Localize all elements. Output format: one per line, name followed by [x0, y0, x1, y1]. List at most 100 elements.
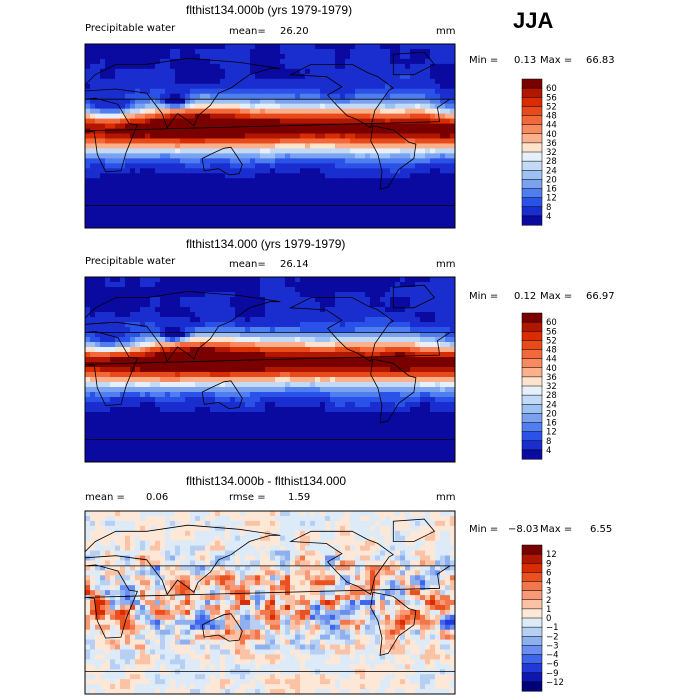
- colorbar-2-tick-label: 20: [546, 409, 557, 419]
- colorbar-1-tick-label: 4: [546, 212, 551, 222]
- colorbar-2-tick-label: 48: [546, 346, 557, 356]
- colorbar-3-swatch: [521, 663, 543, 674]
- colorbar-3-swatch: [521, 563, 543, 573]
- colorbar-3-swatch: [521, 581, 543, 592]
- colorbar-3-swatch: [521, 608, 543, 619]
- panel-1-title: flthist134.000b (yrs 1979-1979): [186, 3, 353, 17]
- colorbar-2-tick-label: 12: [546, 428, 557, 438]
- colorbar-3-tick-label: 4: [546, 578, 551, 588]
- panel-3-mean-label: mean =: [85, 492, 125, 503]
- colorbar-1-swatch: [521, 87, 543, 98]
- colorbar-1-swatch: [521, 160, 543, 171]
- panel-1-units: mm: [436, 26, 456, 37]
- colorbar-2-tick-label: 60: [546, 318, 557, 328]
- colorbar-3-tick-label: 12: [546, 550, 557, 560]
- colorbar-1-tick-label: 56: [546, 93, 557, 103]
- map-frame-1: [84, 43, 456, 229]
- coastlines-2: [85, 284, 455, 440]
- panel-3-rmse-value: 1.59: [288, 492, 311, 503]
- panel-1-max-label: Max =: [540, 55, 573, 66]
- colorbar-2-swatch: [521, 413, 543, 424]
- colorbar-2-swatch: [521, 358, 543, 369]
- colorbar-1-swatch: [521, 179, 543, 190]
- panel-3-min-label: Min =: [469, 524, 499, 535]
- colorbar-3-tick-label: 3: [546, 587, 551, 597]
- panel-2-title: flthist134.000 (yrs 1979-1979): [186, 237, 346, 251]
- map-frame-2: [84, 276, 456, 463]
- colorbar-2-swatch: [521, 385, 543, 396]
- colorbar-3-swatch: [521, 672, 543, 683]
- panel-2-max-value: 66.97: [586, 291, 615, 302]
- colorbar-3-swatch: [521, 636, 543, 646]
- colorbar-2-swatch: [521, 340, 543, 351]
- colorbar-3-tick-label: 2: [546, 596, 551, 606]
- colorbar-2-swatch: [521, 367, 543, 378]
- colorbar-1-tick-label: 32: [546, 148, 557, 158]
- map-field-2: [85, 277, 455, 462]
- colorbar-2-swatch: [521, 449, 543, 460]
- panel-2-min-label: Min =: [469, 291, 499, 302]
- panel-2-max-label: Max =: [540, 291, 573, 302]
- colorbar-1-tick-label: 52: [546, 102, 557, 112]
- colorbar-1-tick-label: 20: [546, 175, 557, 185]
- panel-3-title: flthist134.000b - flthist134.000: [186, 474, 347, 488]
- colorbar-2-tick-label: 28: [546, 391, 557, 401]
- colorbar-1-swatch: [521, 142, 543, 153]
- panel-2-mean-value: 26.14: [280, 259, 309, 270]
- map-panel-2: [84, 276, 456, 463]
- colorbar-3-swatch: [521, 544, 543, 555]
- colorbar-3-tick-label: 1: [546, 605, 551, 615]
- panel-3-max-value: 6.55: [590, 524, 613, 535]
- colorbar-3-swatch: [521, 654, 543, 665]
- panel-1-variable: Precipitable water: [85, 23, 176, 34]
- panel-1-mean-label: mean=: [229, 26, 266, 37]
- panel-2-min-value: 0.12: [514, 291, 537, 302]
- colorbar-2-swatch: [521, 440, 543, 451]
- colorbar-2-tick-label: 4: [546, 446, 551, 456]
- panel-3-mean-value: 0.06: [146, 492, 169, 503]
- colorbar-1-tick-label: 8: [546, 203, 551, 213]
- colorbar-3-swatch: [521, 617, 543, 628]
- colorbar-1-swatch: [521, 215, 543, 226]
- colorbar-2-swatch: [521, 431, 543, 442]
- map-panel-1: [84, 43, 456, 229]
- colorbar-3-tick-label: −3: [546, 641, 559, 651]
- colorbar-3-swatch: [521, 681, 543, 692]
- colorbar-1-swatch: [521, 188, 543, 199]
- colorbar-1-tick-label: 24: [546, 166, 557, 176]
- panel-2-units: mm: [436, 259, 456, 270]
- colorbar-1-tick-label: 12: [546, 194, 557, 204]
- coastlines-1: [85, 51, 455, 206]
- colorbar-2-swatch: [521, 312, 543, 323]
- colorbar-3-tick-label: −2: [546, 632, 559, 642]
- panel-3-max-label: Max =: [540, 524, 573, 535]
- panel-1-min-label: Min =: [469, 55, 499, 66]
- colorbar-3-tick-label: 0: [546, 614, 551, 624]
- colorbar-3-swatch: [521, 599, 543, 610]
- coastlines-3: [85, 518, 455, 672]
- colorbar-1-tick-label: 40: [546, 130, 557, 140]
- panel-1-min-value: 0.13: [514, 55, 537, 66]
- colorbar-2-swatch: [521, 394, 543, 405]
- colorbar-3-tick-label: −12: [546, 678, 564, 688]
- colorbar-1-swatch: [521, 115, 543, 126]
- colorbar-3-tick-label: −6: [546, 660, 559, 670]
- colorbar-2-tick-label: 24: [546, 400, 557, 410]
- panel-3-min-value: −8.03: [508, 524, 539, 535]
- map-field-1: [85, 44, 455, 228]
- colorbar-2-tick-label: 40: [546, 364, 557, 374]
- colorbar-2-swatch: [521, 376, 543, 387]
- colorbar-3-swatch: [521, 645, 543, 656]
- colorbar-1-swatch: [521, 197, 543, 208]
- colorbar-3-swatch: [521, 572, 543, 583]
- colorbar-2-swatch: [521, 331, 543, 341]
- colorbar-2-swatch: [521, 349, 543, 360]
- colorbar-1-tick-label: 36: [546, 139, 557, 149]
- panel-3-units: mm: [436, 492, 456, 503]
- colorbar-3-tick-label: −9: [546, 669, 559, 679]
- colorbar-3-tick-label: −1: [546, 623, 559, 633]
- colorbar-2-swatch: [521, 404, 543, 414]
- colorbar-1-swatch: [521, 133, 543, 144]
